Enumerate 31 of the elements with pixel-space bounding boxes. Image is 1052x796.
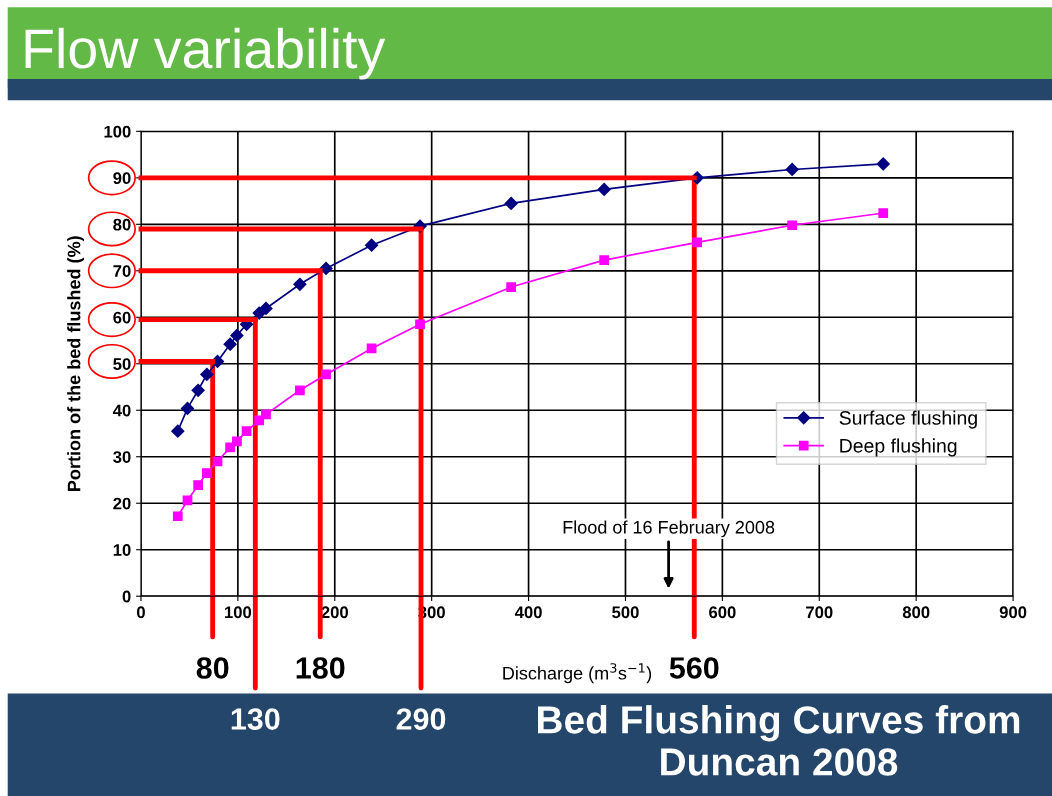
legend-label: Deep flushing	[840, 438, 957, 457]
y-tick-label: 80	[113, 218, 131, 231]
y-tick-label: 90	[113, 172, 131, 185]
y-axis-title: Portion of the bed flushed (%)	[67, 236, 84, 491]
x-axis-title: Discharge (m$^{3}$s$^{−1}$)	[503, 663, 652, 684]
x-tick-label: 700	[806, 606, 833, 619]
annotation: 560	[669, 657, 719, 679]
y-tick-label: 0	[122, 590, 131, 603]
annotation: 80	[196, 657, 229, 679]
x-tick-label: 600	[709, 606, 736, 619]
x-tick-label: 400	[514, 606, 542, 619]
annotation: 290	[396, 708, 446, 730]
chart-title: Flow variability	[25, 27, 386, 80]
x-tick-label: 500	[612, 606, 639, 619]
y-tick-label: 50	[113, 358, 131, 370]
y-tick-label: 40	[112, 404, 131, 417]
annotation: 130	[231, 708, 280, 730]
y-tick-label: 100	[104, 125, 131, 138]
y-tick-label: 30	[113, 451, 131, 463]
legend-label: Surface flushing	[839, 410, 977, 429]
y-tick-label: 70	[113, 265, 131, 277]
annotation: 180	[296, 657, 345, 679]
y-tick-label: 20	[113, 497, 131, 510]
x-tick-label: 800	[902, 606, 930, 619]
y-tick-label: 10	[113, 544, 131, 556]
x-tick-label: 100	[225, 606, 252, 619]
annotation: Flood of 16 February 2008	[563, 520, 775, 538]
x-tick-label: 0	[136, 606, 145, 619]
text: Bed Flushing Curves from Duncan 2008	[538, 705, 1020, 776]
y-tick-label: 60	[113, 311, 131, 324]
x-tick-label: 900	[999, 606, 1027, 619]
